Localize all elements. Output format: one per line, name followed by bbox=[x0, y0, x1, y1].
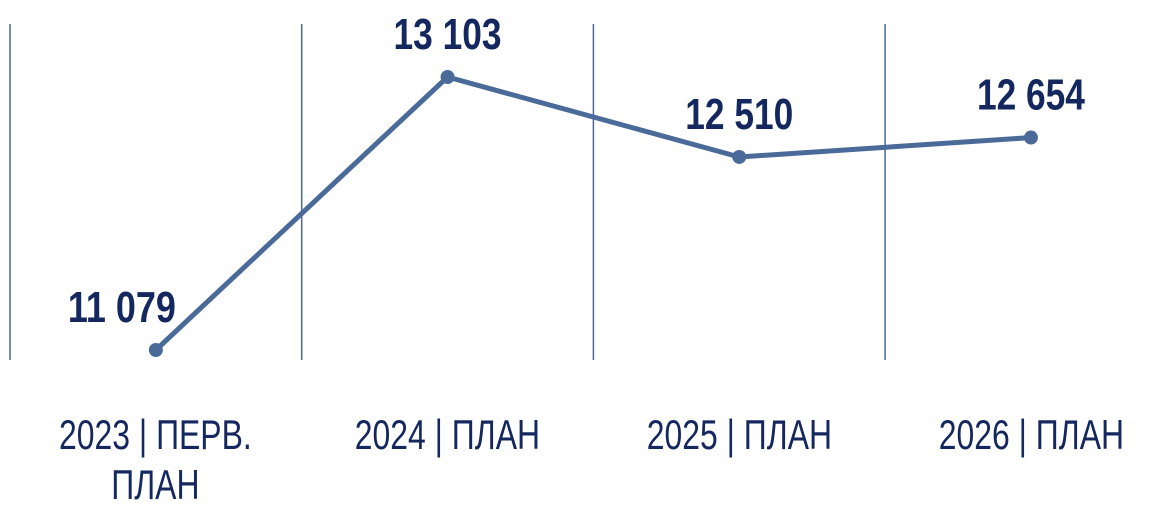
data-label: 11 079 bbox=[68, 283, 176, 332]
x-tick-label: 2023 | ПЕРВ. ПЛАН bbox=[59, 411, 253, 508]
point bbox=[1023, 130, 1038, 145]
x-tick-label: 2026 | ПЛАН bbox=[938, 411, 1124, 458]
x-tick-label: 2024 | ПЛАН bbox=[354, 411, 541, 458]
line bbox=[154, 74, 1032, 352]
data-label: 13 103 bbox=[394, 10, 502, 59]
point bbox=[732, 149, 747, 164]
x-tick-label: 2025 | ПЛАН bbox=[646, 411, 832, 458]
data-label: 12 510 bbox=[685, 90, 793, 139]
point bbox=[440, 70, 455, 84]
data-label: 12 654 bbox=[977, 71, 1085, 120]
point bbox=[148, 343, 163, 357]
